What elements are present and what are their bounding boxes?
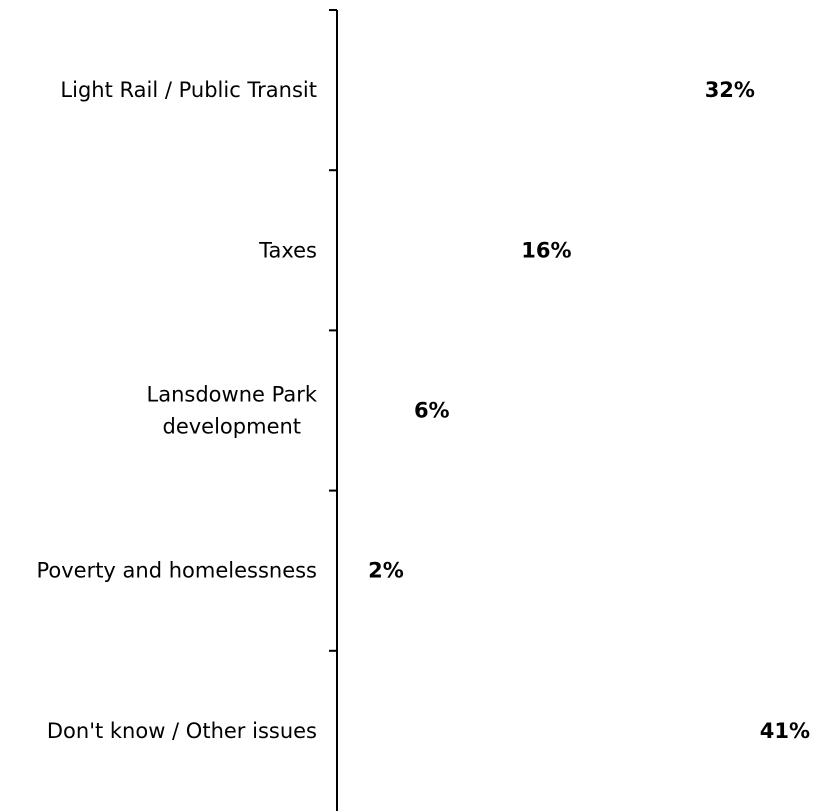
- category-label: Taxes: [258, 238, 317, 262]
- value-label: 16%: [521, 238, 571, 262]
- category-axis: [329, 9, 338, 811]
- category-label-line: Lansdowne Park: [147, 383, 318, 407]
- category-label: Poverty and homelessness: [36, 559, 317, 583]
- category-label: Don't know / Other issues: [47, 719, 317, 743]
- category-label-line: Poverty and homelessness: [36, 559, 317, 583]
- category-label-line: Light Rail / Public Transit: [60, 78, 317, 102]
- value-label: 32%: [705, 78, 755, 102]
- category-labels: Light Rail / Public Transit Taxes Lansdown…: [36, 78, 317, 743]
- value-label: 41%: [760, 719, 810, 743]
- category-label-line: development: [163, 415, 302, 439]
- value-labels: 32% 16% 6% 2% 41%: [368, 78, 810, 743]
- value-label: 2%: [368, 559, 404, 583]
- category-label-line: Taxes: [258, 238, 317, 262]
- category-label: Light Rail / Public Transit: [60, 78, 317, 102]
- category-label: Lansdowne Park development: [147, 383, 318, 439]
- category-label-line: Don't know / Other issues: [47, 719, 317, 743]
- value-label: 6%: [414, 399, 450, 423]
